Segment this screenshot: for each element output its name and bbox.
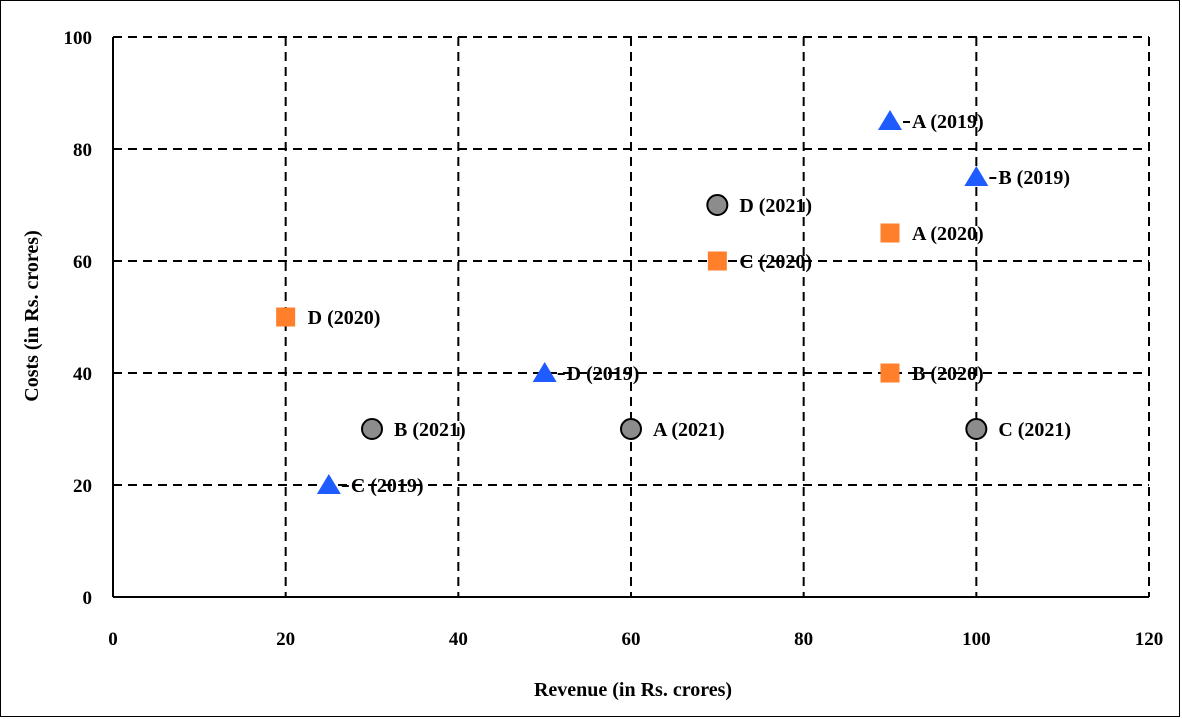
point-label-d-2021: D (2021)	[739, 195, 812, 217]
x-tick-label-100: 100	[962, 629, 991, 650]
grid-lines	[113, 36, 1150, 597]
point-label-c-2020: C (2020)	[739, 251, 812, 273]
y-tick-label-100: 100	[64, 28, 93, 49]
y-tick-label-20: 20	[73, 476, 92, 497]
point-marker-c-2021	[965, 418, 988, 440]
y-tick-label-60: 60	[73, 252, 92, 273]
point-marker-a-2020	[880, 223, 900, 243]
point-label-a-2020: A (2020)	[912, 223, 984, 245]
point-marker-a-2021	[620, 418, 642, 440]
y-axis-title: Costs (in Rs. crores)	[21, 230, 43, 401]
x-tick-label-20: 20	[276, 629, 295, 650]
point-marker-b-2021	[361, 418, 383, 440]
data-points: A (2019) B (2019) C (2019) D (2019) A (2020)…	[276, 110, 1071, 497]
x-tick-label-40: 40	[449, 629, 468, 650]
axes	[112, 37, 1149, 598]
point-marker-d-2019	[532, 362, 557, 382]
point-label-d-2019: D (2019)	[567, 363, 640, 385]
y-tick-label-80: 80	[73, 140, 92, 161]
x-tick-label-60: 60	[622, 629, 641, 650]
point-marker-d-2020	[276, 307, 296, 327]
x-axis-title: Revenue (in Rs. crores)	[534, 679, 732, 701]
x-tick-label-120: 120	[1135, 629, 1164, 650]
tick-labels: 0 20 40 60 80 100 120 0 20 40 60 80 100	[64, 28, 1164, 650]
y-tick-label-0: 0	[83, 588, 93, 609]
point-marker-a-2019	[878, 110, 902, 130]
y-tick-label-40: 40	[73, 364, 92, 385]
point-label-a-2021: A (2021)	[653, 419, 725, 441]
point-marker-c-2020	[707, 251, 727, 271]
point-marker-b-2019	[964, 166, 989, 186]
point-label-b-2020: B (2020)	[912, 363, 984, 385]
point-marker-c-2019	[316, 474, 341, 494]
point-marker-b-2020	[880, 363, 900, 383]
point-label-d-2020: D (2020)	[308, 307, 381, 329]
point-label-c-2019: C (2019)	[351, 475, 424, 497]
point-marker-d-2021	[706, 194, 729, 216]
x-tick-label-80: 80	[794, 629, 813, 650]
point-label-b-2019: B (2019)	[998, 167, 1070, 189]
point-label-b-2021: B (2021)	[394, 419, 466, 441]
point-label-a-2019: A (2019)	[912, 111, 984, 133]
x-tick-label-0: 0	[108, 629, 118, 650]
point-label-c-2021: C (2021)	[998, 419, 1071, 441]
